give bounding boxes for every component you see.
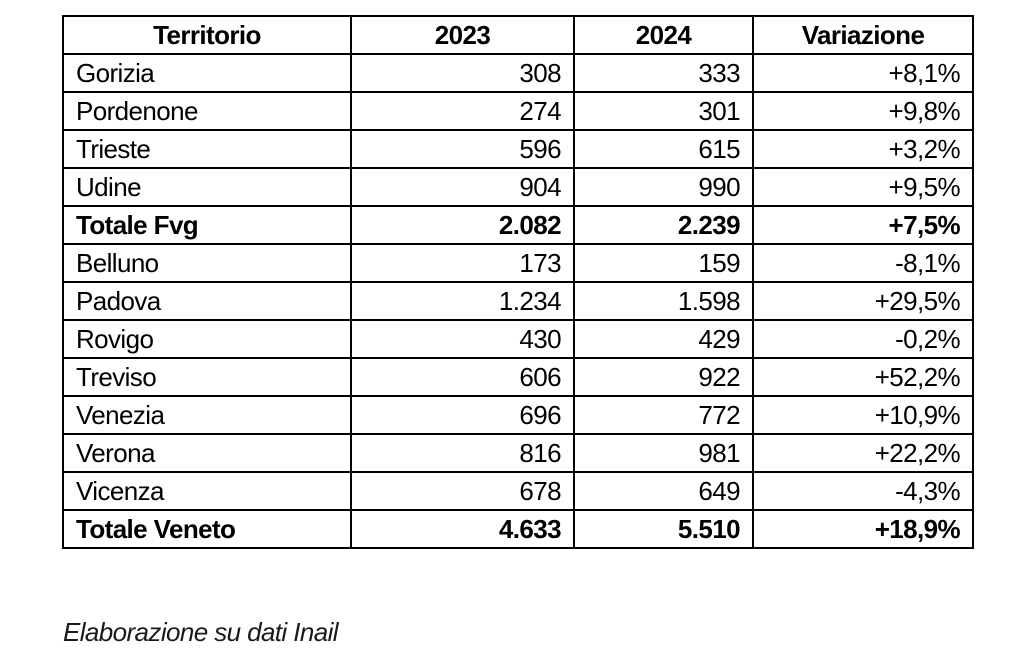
value-2024-cell: 429	[573, 319, 754, 359]
value-2023-cell: 2.082	[350, 205, 575, 245]
table-row: Pordenone 274 301 +9,8%	[62, 91, 974, 131]
value-2024-cell: 615	[573, 129, 754, 169]
variation-cell: +9,8%	[752, 91, 974, 131]
value-2023-cell: 173	[350, 243, 575, 283]
value-2023-cell: 4.633	[350, 509, 575, 549]
header-row: Territorio 2023 2024 Variazione	[62, 15, 974, 55]
territory-cell: Verona	[62, 433, 352, 473]
territory-cell: Trieste	[62, 129, 352, 169]
variation-cell: -0,2%	[752, 319, 974, 359]
value-2024-cell: 990	[573, 167, 754, 207]
value-2023-cell: 596	[350, 129, 575, 169]
value-2024-cell: 5.510	[573, 509, 754, 549]
table-row-total-veneto: Totale Veneto 4.633 5.510 +18,9%	[62, 509, 974, 549]
value-2023-cell: 904	[350, 167, 575, 207]
territory-cell: Udine	[62, 167, 352, 207]
table-row: Vicenza 678 649 -4,3%	[62, 471, 974, 511]
column-header-territorio: Territorio	[62, 15, 352, 55]
territory-cell: Totale Veneto	[62, 509, 352, 549]
variation-cell: +10,9%	[752, 395, 974, 435]
value-2023-cell: 678	[350, 471, 575, 511]
variation-cell: +52,2%	[752, 357, 974, 397]
variation-cell: -4,3%	[752, 471, 974, 511]
territory-cell: Totale Fvg	[62, 205, 352, 245]
variation-cell: +29,5%	[752, 281, 974, 321]
value-2024-cell: 772	[573, 395, 754, 435]
column-header-variazione: Variazione	[752, 15, 974, 55]
table-row-total-fvg: Totale Fvg 2.082 2.239 +7,5%	[62, 205, 974, 245]
value-2024-cell: 981	[573, 433, 754, 473]
value-2023-cell: 274	[350, 91, 575, 131]
table-row: Treviso 606 922 +52,2%	[62, 357, 974, 397]
value-2024-cell: 159	[573, 243, 754, 283]
value-2024-cell: 1.598	[573, 281, 754, 321]
value-2023-cell: 816	[350, 433, 575, 473]
table-row: Rovigo 430 429 -0,2%	[62, 319, 974, 359]
value-2023-cell: 606	[350, 357, 575, 397]
table-row: Venezia 696 772 +10,9%	[62, 395, 974, 435]
value-2023-cell: 308	[350, 53, 575, 93]
territory-cell: Pordenone	[62, 91, 352, 131]
value-2023-cell: 1.234	[350, 281, 575, 321]
table-row: Verona 816 981 +22,2%	[62, 433, 974, 473]
column-header-2024: 2024	[573, 15, 754, 55]
value-2024-cell: 922	[573, 357, 754, 397]
value-2024-cell: 649	[573, 471, 754, 511]
table-row: Belluno 173 159 -8,1%	[62, 243, 974, 283]
territory-cell: Padova	[62, 281, 352, 321]
table-row: Trieste 596 615 +3,2%	[62, 129, 974, 169]
value-2024-cell: 333	[573, 53, 754, 93]
value-2023-cell: 430	[350, 319, 575, 359]
territory-cell: Belluno	[62, 243, 352, 283]
territory-cell: Treviso	[62, 357, 352, 397]
column-header-2023: 2023	[350, 15, 575, 55]
table-body: Gorizia 308 333 +8,1% Pordenone 274 301 …	[62, 53, 974, 549]
table-header: Territorio 2023 2024 Variazione	[62, 15, 974, 55]
territory-data-table: Territorio 2023 2024 Variazione Gorizia …	[62, 15, 974, 549]
value-2024-cell: 2.239	[573, 205, 754, 245]
table-row: Padova 1.234 1.598 +29,5%	[62, 281, 974, 321]
territory-cell: Vicenza	[62, 471, 352, 511]
variation-cell: +9,5%	[752, 167, 974, 207]
variation-cell: +3,2%	[752, 129, 974, 169]
variation-cell: +22,2%	[752, 433, 974, 473]
variation-cell: +8,1%	[752, 53, 974, 93]
variation-cell: -8,1%	[752, 243, 974, 283]
value-2024-cell: 301	[573, 91, 754, 131]
table-row: Udine 904 990 +9,5%	[62, 167, 974, 207]
territory-cell: Rovigo	[62, 319, 352, 359]
source-note: Elaborazione su dati Inail	[63, 617, 339, 647]
variation-cell: +18,9%	[752, 509, 974, 549]
territory-cell: Gorizia	[62, 53, 352, 93]
value-2023-cell: 696	[350, 395, 575, 435]
territory-cell: Venezia	[62, 395, 352, 435]
table-row: Gorizia 308 333 +8,1%	[62, 53, 974, 93]
variation-cell: +7,5%	[752, 205, 974, 245]
